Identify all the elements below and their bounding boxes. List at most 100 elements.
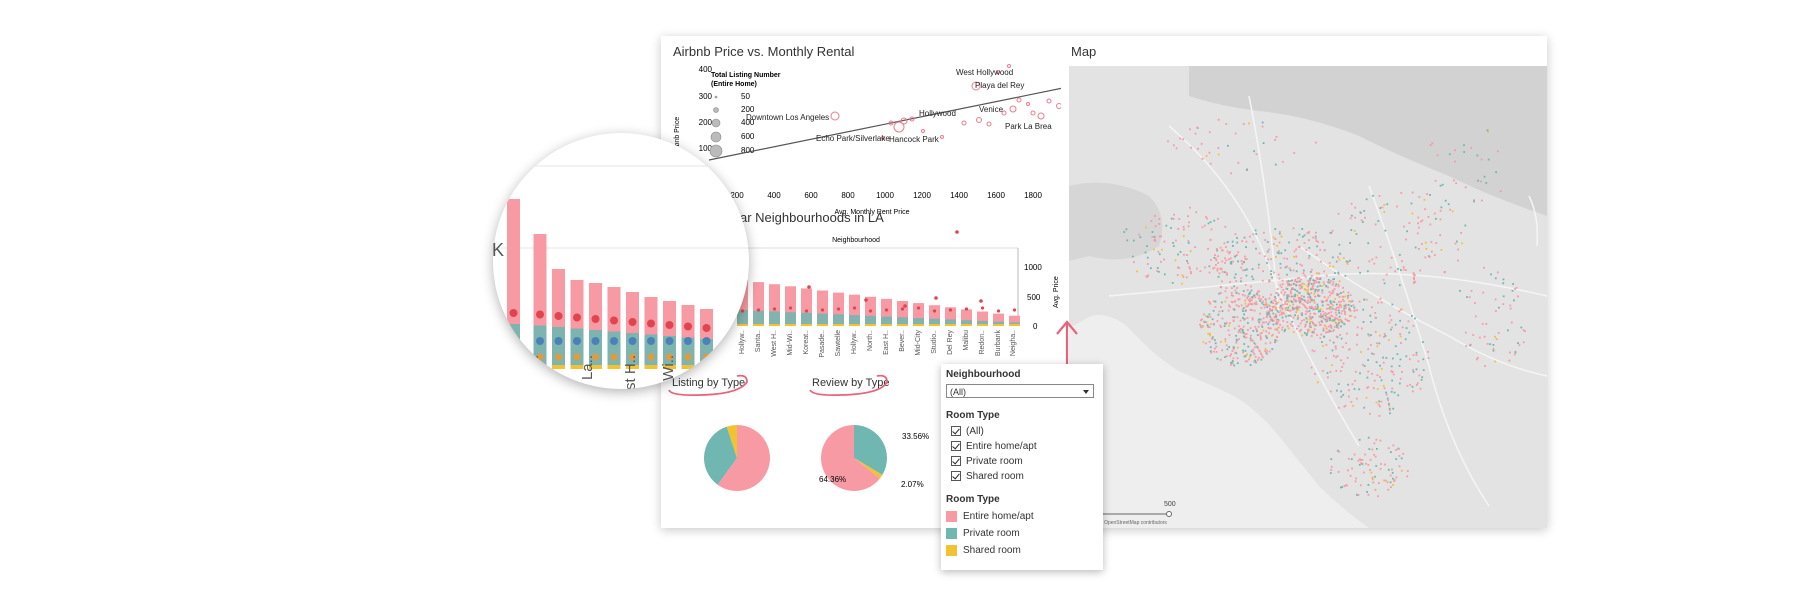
map-point	[1293, 308, 1296, 310]
listing-pie[interactable]	[704, 425, 770, 491]
map-point	[1413, 278, 1415, 280]
map-point	[1330, 325, 1333, 327]
magnified-dot-orange	[510, 353, 517, 361]
map-point	[1260, 353, 1263, 356]
map-point	[1418, 196, 1421, 198]
magnified-label: La..	[579, 355, 596, 380]
map-point	[1234, 132, 1237, 135]
map-point	[1327, 304, 1330, 306]
map-point	[1281, 160, 1284, 163]
checkbox-checked-icon[interactable]	[951, 471, 961, 482]
map-point	[1294, 278, 1297, 281]
map-point	[1264, 239, 1267, 241]
map-point	[1280, 286, 1283, 288]
magnified-bar-private	[663, 336, 676, 369]
room-type-option-private[interactable]: Private room	[951, 456, 1023, 470]
price-dot	[868, 309, 873, 313]
map-point	[1264, 348, 1267, 350]
map-point	[1297, 296, 1300, 299]
map-canvas[interactable]: 500 © OpenStreetMap contributors	[1069, 66, 1547, 528]
room-type-option-all[interactable]: (All)	[951, 426, 984, 440]
map-point	[1271, 318, 1274, 321]
map-point	[1322, 300, 1325, 303]
map-point	[1306, 332, 1308, 335]
chevron-down-icon[interactable]	[1083, 390, 1089, 394]
map-point	[1251, 309, 1253, 311]
map-point	[1408, 331, 1411, 334]
map-point	[1405, 327, 1408, 329]
magnified-dot-orange	[647, 353, 655, 361]
map-point	[1251, 275, 1253, 278]
bar-segment-private	[977, 320, 988, 326]
map-point	[1265, 301, 1267, 304]
map-view[interactable]: 500 © OpenStreetMap contributors	[1069, 66, 1547, 528]
map-point	[1221, 280, 1223, 283]
map-point	[1299, 296, 1302, 299]
x-tick: 1800	[1024, 191, 1042, 200]
map-point	[1447, 203, 1450, 206]
map-point	[1241, 240, 1244, 242]
legend-item-entire[interactable]: Entire home/apt	[946, 511, 1034, 522]
checkbox-checked-icon[interactable]	[951, 426, 961, 437]
map-point	[1332, 290, 1335, 292]
scatter-points[interactable]	[830, 64, 1061, 140]
map-point	[1260, 338, 1262, 341]
map-point	[1217, 255, 1219, 258]
map-point	[1392, 444, 1395, 447]
map-point	[1320, 316, 1323, 319]
bar-segment-private	[753, 310, 764, 326]
neighbourhood-dropdown[interactable]: (All)	[946, 384, 1094, 398]
map-point	[1347, 291, 1350, 294]
map-point	[1441, 183, 1444, 186]
map-point	[1262, 329, 1265, 332]
map-point	[1272, 312, 1275, 315]
pie-charts[interactable]: 33.56% 64.36% 2.07%	[661, 366, 961, 526]
map-point	[1338, 243, 1341, 246]
magnified-dot-red	[509, 309, 518, 317]
map-point	[1320, 333, 1323, 336]
bar-segment-shared	[945, 324, 956, 326]
map-point	[1256, 359, 1259, 361]
map-point	[1329, 317, 1331, 320]
map-point	[1358, 463, 1361, 466]
map-point	[1269, 315, 1272, 318]
map-point	[1233, 364, 1236, 367]
review-pie[interactable]	[821, 425, 887, 491]
magnified-bar-shared	[663, 365, 676, 369]
checkbox-checked-icon[interactable]	[951, 441, 961, 452]
checkbox-checked-icon[interactable]	[951, 456, 961, 467]
scatter-chart[interactable]: 400 300 200 100 Nightly Airbnb Price 200…	[661, 58, 1061, 238]
map-point	[1367, 270, 1369, 273]
map-point	[1470, 343, 1472, 346]
map-point	[1327, 296, 1330, 299]
price-dot	[934, 296, 938, 300]
map-point	[1310, 288, 1312, 291]
bar-chart[interactable]: Neighbourhood 1000 500 0 Avg. Price Holl…	[661, 226, 1066, 366]
map-point	[1333, 288, 1336, 290]
map-point	[1439, 209, 1442, 212]
map-point	[1388, 409, 1391, 412]
map-point	[1243, 336, 1246, 339]
size-legend-mark	[714, 95, 718, 99]
map-point	[1345, 332, 1348, 335]
map-point	[1257, 263, 1260, 266]
room-type-option-entire[interactable]: Entire home/apt	[951, 441, 1037, 455]
map-point	[1274, 228, 1277, 230]
legend-item-shared[interactable]: Shared room	[946, 545, 1021, 556]
map-point	[1236, 254, 1238, 256]
map-point	[1278, 250, 1280, 253]
map-point	[1208, 300, 1210, 303]
map-point	[1233, 300, 1236, 303]
map-point	[1309, 322, 1311, 325]
map-listing-points[interactable]	[1123, 118, 1526, 498]
room-type-option-shared[interactable]: Shared room	[951, 471, 1024, 485]
map-point	[1311, 349, 1314, 352]
magnified-label: Wi..	[660, 355, 677, 381]
map-point	[1402, 266, 1405, 269]
map-point	[1335, 260, 1338, 263]
bar-chart-bars[interactable]	[737, 230, 1020, 326]
map-point	[1132, 255, 1134, 258]
legend-item-private[interactable]: Private room	[946, 528, 1020, 539]
map-point	[1181, 282, 1183, 285]
map-point	[1411, 385, 1414, 388]
